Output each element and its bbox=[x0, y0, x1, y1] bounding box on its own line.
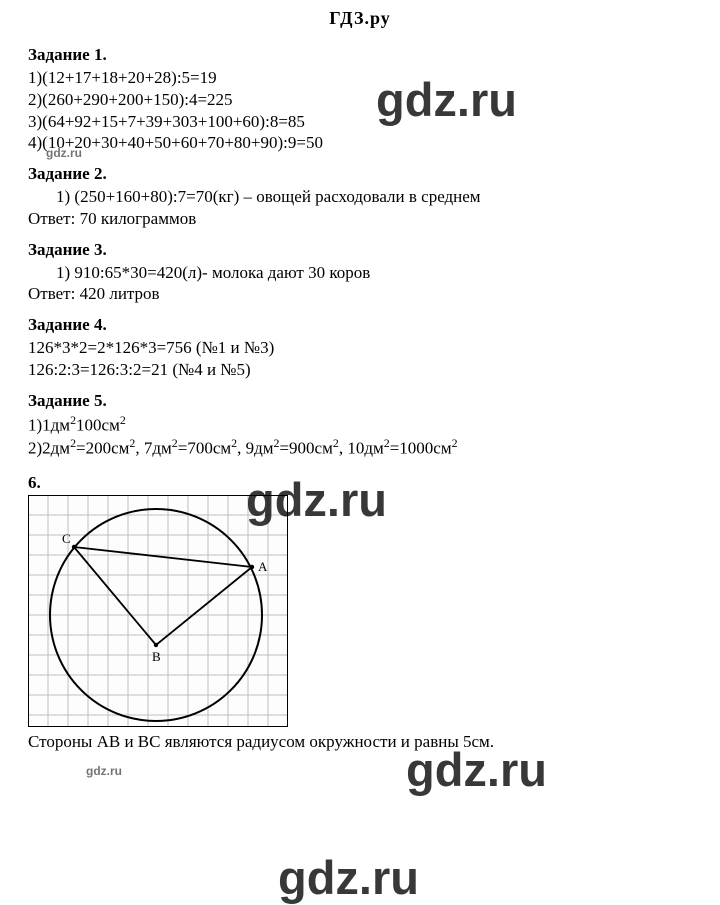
t5l2-2: =200см bbox=[76, 439, 129, 458]
svg-text:C: C bbox=[62, 531, 71, 546]
t5l2-8: , 9дм bbox=[237, 439, 273, 458]
task2-line1: 1) (250+160+80):7=70(кг) – овощей расход… bbox=[28, 186, 692, 208]
task1-line3: 3)(64+92+15+7+39+303+100+60):8=85 bbox=[28, 111, 692, 133]
watermark-small: gdz.ru bbox=[86, 764, 122, 778]
page-header: ГДЗ.ру bbox=[0, 0, 720, 29]
task5-line1: 1)1дм2100см2 bbox=[28, 413, 692, 436]
t5l2-6: =700см bbox=[178, 439, 231, 458]
task1-line4: 4)(10+20+30+40+50+60+70+80+90):9=50 bbox=[28, 132, 692, 154]
page-content: Задание 1. 1)(12+17+18+20+28):5=19 2)(26… bbox=[0, 29, 720, 753]
task5-title: Задание 5. bbox=[28, 391, 692, 411]
task1-line1: 1)(12+17+18+20+28):5=19 bbox=[28, 67, 692, 89]
t5l2-0: 2)2дм bbox=[28, 439, 70, 458]
svg-text:B: B bbox=[152, 649, 161, 664]
svg-text:A: A bbox=[258, 559, 268, 574]
task4-line2: 126:2:3=126:3:2=21 (№4 и №5) bbox=[28, 359, 692, 381]
task5-line2: 2)2дм2=200см2, 7дм2=700см2, 9дм2=900см2,… bbox=[28, 436, 692, 459]
task6-title: 6. bbox=[28, 473, 692, 493]
task2-answer: Ответ: 70 килограммов bbox=[28, 208, 692, 230]
t5l2-10: =900см bbox=[279, 439, 332, 458]
t5l2-12: , 10дм bbox=[339, 439, 384, 458]
t5l1-a: 1)1дм bbox=[28, 415, 70, 434]
t5l2-14: =1000см bbox=[390, 439, 452, 458]
watermark-large: gdz.ru bbox=[278, 850, 419, 905]
t5l1-d: 2 bbox=[120, 413, 126, 427]
task4-line1: 126*3*2=2*126*3=756 (№1 и №3) bbox=[28, 337, 692, 359]
t5l2-15: 2 bbox=[452, 436, 458, 450]
task3-line1: 1) 910:65*30=420(л)- молока дают 30 коро… bbox=[28, 262, 692, 284]
task6-caption: Стороны АВ и ВС являются радиусом окружн… bbox=[28, 731, 692, 753]
circle-diagram: B C A bbox=[28, 495, 288, 727]
task3-answer: Ответ: 420 литров bbox=[28, 283, 692, 305]
task3-title: Задание 3. bbox=[28, 240, 692, 260]
task4-title: Задание 4. bbox=[28, 315, 692, 335]
t5l1-c: 100см bbox=[76, 415, 120, 434]
task1-line2: 2)(260+290+200+150):4=225 bbox=[28, 89, 692, 111]
task2-title: Задание 2. bbox=[28, 164, 692, 184]
task1-title: Задание 1. bbox=[28, 45, 692, 65]
t5l2-4: , 7дм bbox=[135, 439, 171, 458]
task6-diagram: B C A bbox=[28, 495, 692, 727]
